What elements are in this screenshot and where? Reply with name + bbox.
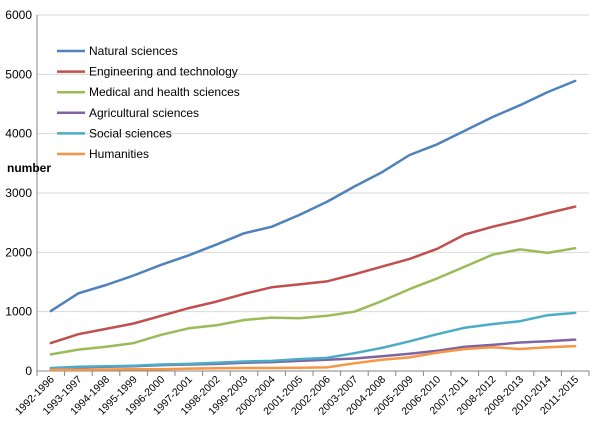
gridlines: [37, 14, 589, 313]
y-tick-label: 4000: [5, 127, 32, 141]
y-tick-label: 0: [25, 364, 32, 378]
legend-label: Social sciences: [89, 126, 172, 140]
y-tick-label: 2000: [5, 245, 32, 259]
y-tick-label: 6000: [5, 8, 32, 22]
series-line: [49, 79, 577, 313]
y-tick-labels: 0 1000 2000 3000 4000 5000 6000: [5, 8, 32, 378]
legend-label: Engineering and technology: [89, 65, 238, 79]
legend-label: Medical and health sciences: [89, 85, 240, 99]
legend-label: Natural sciences: [89, 44, 178, 58]
legend: Natural sciences Engineering and technolo…: [57, 44, 240, 161]
series-line: [49, 311, 577, 370]
legend-label: Agricultural sciences: [89, 106, 199, 120]
y-tick-label: 5000: [5, 67, 32, 81]
legend-label: Humanities: [89, 147, 149, 161]
series-line: [49, 344, 577, 372]
series-line: [49, 205, 577, 345]
y-tick-label: 3000: [5, 186, 32, 200]
y-axis-label: number: [7, 161, 51, 175]
x-tick-labels: 1992-19961993-19971994-19981995-19991996…: [13, 374, 582, 418]
series-line: [49, 246, 577, 356]
y-tick-label: 1000: [5, 305, 32, 319]
axes: [36, 15, 590, 376]
series-lines: [49, 79, 577, 372]
